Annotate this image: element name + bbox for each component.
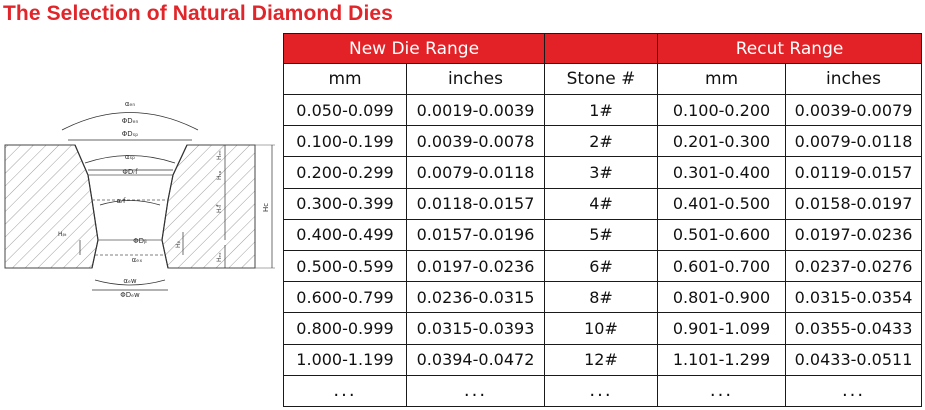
label-h-bt: Hᵦₜ <box>58 231 67 238</box>
label-h-sp: Hₛₚ <box>216 170 223 180</box>
table-cell: 0.0079-0.0118 <box>785 125 923 158</box>
label-alpha-en: αₑₙ <box>125 100 136 108</box>
table-row: 0.600-0.799 0.0236-0.0315 8# 0.801-0.900 0.0… <box>283 281 923 314</box>
table-cell: 10# <box>544 312 659 345</box>
table-row: 0.050-0.099 0.0019-0.0039 1# 0.100-0.200 0.0… <box>283 93 923 127</box>
table-cell: 0.0019-0.0039 <box>405 93 546 127</box>
table-column-header-row: mm inches Stone # mm inches <box>283 63 923 95</box>
table-cell: ... <box>785 374 923 408</box>
table-cell: 0.0079-0.0118 <box>405 156 546 189</box>
column-header-recut-inches: inches <box>785 63 923 95</box>
label-h-b: Hᵦ <box>175 240 182 248</box>
table-cell: 0.0039-0.0079 <box>785 93 923 127</box>
table-cell: 0.0433-0.0511 <box>785 343 923 376</box>
header-spacer <box>544 33 659 64</box>
column-header-recut-mm: mm <box>657 63 787 95</box>
table-cell: 0.0315-0.0354 <box>785 281 923 314</box>
table-cell: 0.800-0.999 <box>283 312 407 345</box>
table-cell: 0.0355-0.0433 <box>785 312 923 345</box>
diamond-dies-table: New Die Range Recut Range mm inches Ston… <box>282 33 923 408</box>
table-cell: 0.0197-0.0236 <box>405 249 546 283</box>
label-h-c: Hc <box>262 203 270 212</box>
new-die-range-header: New Die Range <box>282 33 546 64</box>
table-row: 0.100-0.199 0.0039-0.0078 2# 0.201-0.300 0.0… <box>283 125 923 158</box>
label-h-en: Hₑₙ <box>216 150 223 160</box>
label-d-rf: ΦDᵣf <box>122 168 138 176</box>
table-cell: 0.201-0.300 <box>657 125 787 158</box>
table-cell: 8# <box>544 281 659 314</box>
table-cell: 0.901-1.099 <box>657 312 787 345</box>
label-h-ex: Hₑₓ <box>216 252 223 262</box>
table-cell: 0.401-0.500 <box>657 187 787 220</box>
column-header-mm: mm <box>283 63 407 95</box>
table-cell: 0.400-0.499 <box>283 218 407 251</box>
table-row: 0.400-0.499 0.0157-0.0196 5# 0.501-0.600 0.0… <box>283 218 923 251</box>
table-cell: 0.0118-0.0157 <box>405 187 546 220</box>
table-cell: 0.501-0.600 <box>657 218 787 251</box>
table-cell: 0.0039-0.0078 <box>405 125 546 158</box>
table-cell: 3# <box>544 156 659 189</box>
table-cell: 0.0394-0.0472 <box>405 343 546 376</box>
table-cell: 0.0315-0.0393 <box>405 312 546 345</box>
label-h-rf: Hᵣf <box>216 204 223 213</box>
die-body-right <box>161 144 256 269</box>
table-cell: 0.0158-0.0197 <box>785 187 923 220</box>
table-cell: 0.0237-0.0276 <box>785 249 923 283</box>
table-cell: ... <box>283 374 407 408</box>
table-cell: 12# <box>544 343 659 376</box>
table-cell: 0.801-0.900 <box>657 281 787 314</box>
table-cell: 0.0157-0.0196 <box>405 218 546 251</box>
table-row: 0.800-0.999 0.0315-0.0393 10# 0.901-1.099 0.… <box>283 312 923 345</box>
label-alpha-rf: αᵣf <box>117 197 126 205</box>
table-row: 1.000-1.199 0.0394-0.0472 12# 1.101-1.299 0.… <box>283 343 923 376</box>
column-header-inches: inches <box>405 63 546 95</box>
table-row: 0.500-0.599 0.0197-0.0236 6# 0.601-0.700 0.0… <box>283 249 923 283</box>
table-cell: 0.0197-0.0236 <box>785 218 923 251</box>
label-alpha-ew: αₑw <box>123 277 137 285</box>
table-cell: 2# <box>544 125 659 158</box>
label-alpha-sp: αₛₚ <box>125 153 135 161</box>
table-cell: 1# <box>544 93 659 127</box>
table-cell: 1.101-1.299 <box>657 343 787 376</box>
table-cell: 0.500-0.599 <box>283 249 407 283</box>
table-cell: 0.100-0.199 <box>283 125 407 158</box>
page-title: The Selection of Natural Diamond Dies <box>3 2 393 25</box>
recut-range-header: Recut Range <box>657 33 923 64</box>
table-cell: 0.0119-0.0157 <box>785 156 923 189</box>
table-cell: 1.000-1.199 <box>283 343 407 376</box>
table-row: ............... <box>283 374 923 408</box>
label-d-sp: ΦDₛₚ <box>122 130 139 138</box>
table-cell: 0.100-0.200 <box>657 93 787 127</box>
table-row: 0.200-0.299 0.0079-0.0118 3# 0.301-0.400 0.0… <box>283 156 923 189</box>
table-cell: 4# <box>544 187 659 220</box>
table-cell: 0.0236-0.0315 <box>405 281 546 314</box>
die-cross-section-diagram: αₑₙ ΦDₑₙ ΦDₛₚ αₛₚ ΦDᵣf αᵣf ΦDᵦ αₑₓ αₑw Φ… <box>4 100 275 299</box>
table-cell: 0.301-0.400 <box>657 156 787 189</box>
table-cell: 5# <box>544 218 659 251</box>
table-cell: 0.050-0.099 <box>283 93 407 127</box>
label-d-en: ΦDₑₙ <box>122 117 139 125</box>
table-cell: 6# <box>544 249 659 283</box>
table-cell: 0.600-0.799 <box>283 281 407 314</box>
label-d-ew: ΦDₑw <box>120 291 140 299</box>
table-cell: 0.601-0.700 <box>657 249 787 283</box>
table-cell: 0.200-0.299 <box>283 156 407 189</box>
table-group-header-row: New Die Range Recut Range <box>282 33 923 64</box>
label-alpha-ex: αₑₓ <box>132 256 143 264</box>
die-body-left <box>4 144 99 269</box>
label-d-b: ΦDᵦ <box>133 237 147 245</box>
table-row: 0.300-0.399 0.0118-0.0157 4# 0.401-0.500 0.0… <box>283 187 923 220</box>
table-cell: ... <box>544 374 659 408</box>
table-cell: ... <box>405 374 546 408</box>
table-cell: 0.300-0.399 <box>283 187 407 220</box>
column-header-stone: Stone # <box>544 63 659 95</box>
table-cell: ... <box>657 374 787 408</box>
